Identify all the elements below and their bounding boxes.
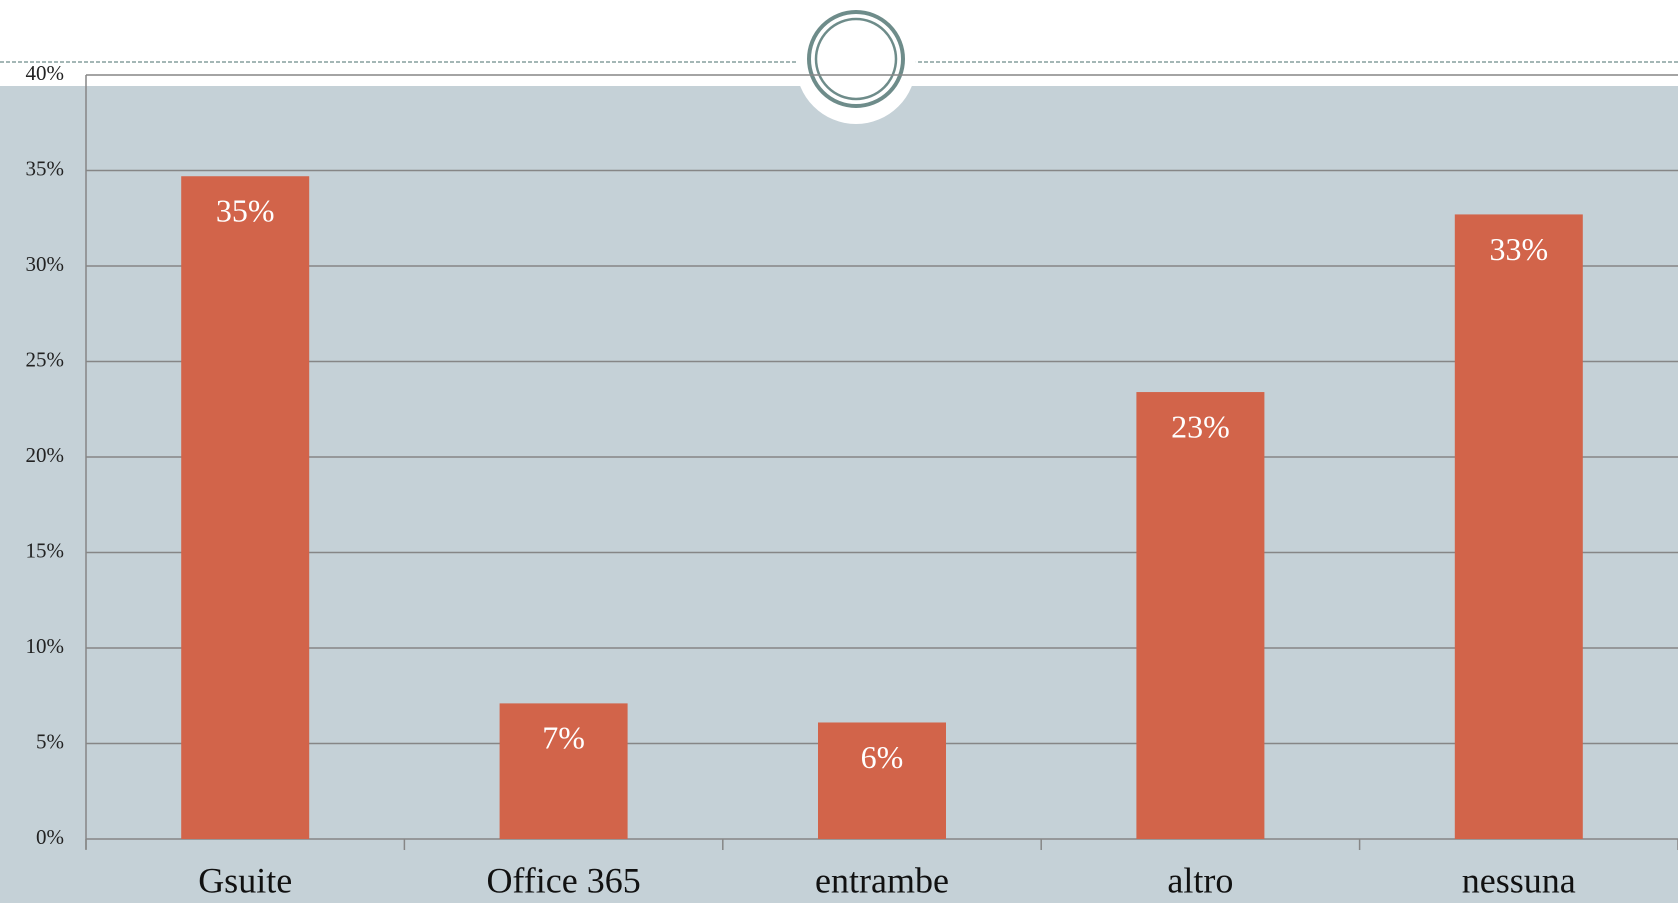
y-tick-label: 25% [26,347,65,371]
x-tick-label: nessuna [1462,860,1576,900]
x-tick-label: altro [1167,860,1233,900]
bar [818,722,946,839]
y-tick-label: 10% [26,634,65,658]
y-tick-label: 40% [26,61,65,85]
bar [1454,214,1583,839]
data-label: 6% [861,739,904,775]
y-tick-label: 30% [26,252,65,276]
bar [1136,392,1265,839]
y-tick-label: 20% [26,443,65,467]
x-tick-label: entrambe [815,860,949,900]
data-label: 35% [216,193,275,229]
data-label: 33% [1489,231,1548,267]
y-tick-label: 0% [36,825,64,849]
header-ornament-inner [814,17,898,101]
y-tick-label: 5% [36,729,64,753]
data-label: 23% [1171,408,1230,444]
x-tick-label: Office 365 [486,860,640,900]
x-tick-label: Gsuite [198,860,292,900]
bar [181,176,310,840]
y-tick-label: 15% [26,538,65,562]
header-ornament-outer [807,10,905,108]
y-tick-label: 35% [26,156,65,180]
bar [499,703,628,839]
data-label: 7% [542,720,585,756]
